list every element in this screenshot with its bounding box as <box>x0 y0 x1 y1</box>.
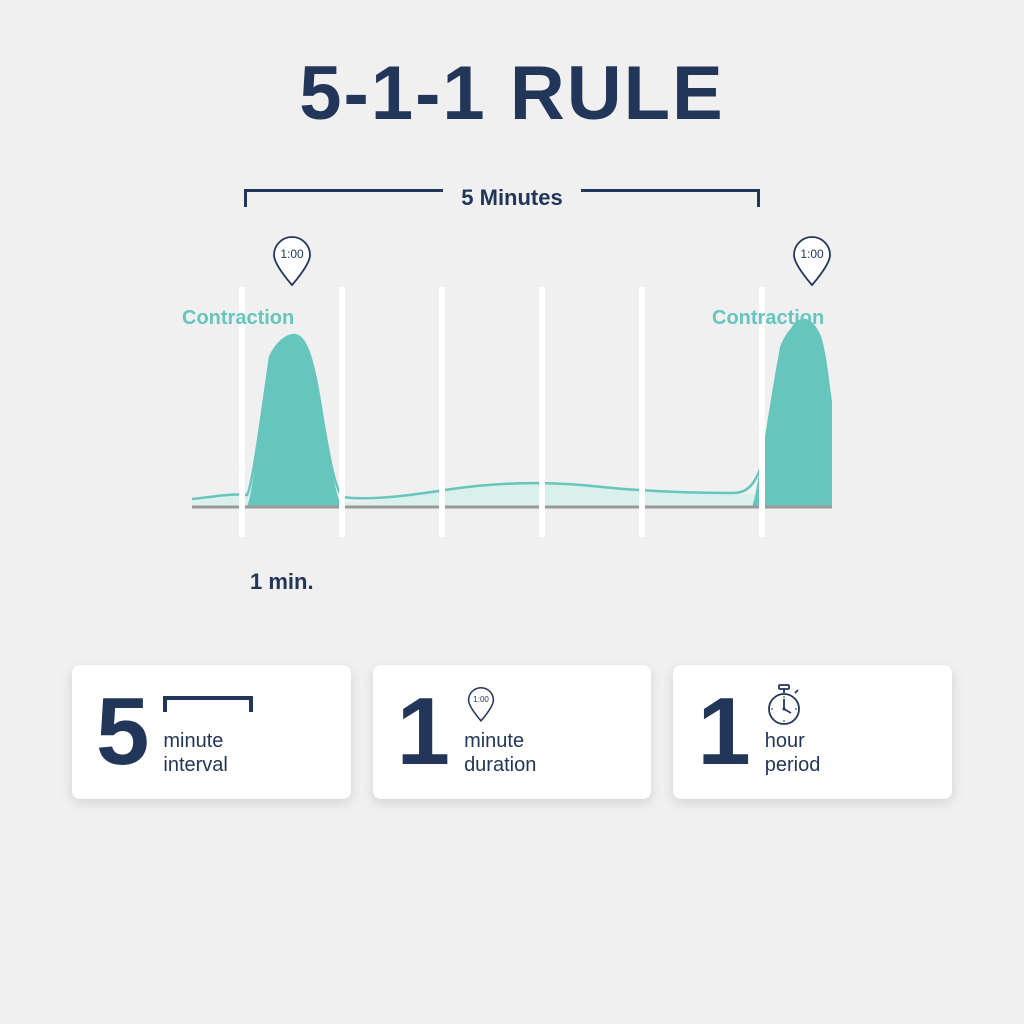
card-text-line2: interval <box>163 754 227 776</box>
duration-pin-icon: 1:00 <box>268 233 316 291</box>
pin-icon: 1:00 <box>464 687 498 723</box>
card-interval: 5 minute interval <box>72 665 351 799</box>
duration-pin-icon: 1:00 <box>788 233 836 291</box>
bracket-tick-right <box>757 189 760 207</box>
bracket-icon <box>163 687 253 723</box>
chart-area: 1:00 1:00 Contraction Contraction <box>192 227 832 557</box>
pin-time-label: 1:00 <box>788 247 836 261</box>
card-period: 1 hour period <box>673 665 952 799</box>
bracket-tick-left <box>244 189 247 207</box>
duration-label: 1 min. <box>250 569 832 595</box>
pin-time-label: 1:00 <box>268 247 316 261</box>
card-text-line1: minute <box>464 730 524 752</box>
card-text-line2: period <box>765 754 821 776</box>
card-number: 5 <box>96 691 149 773</box>
stopwatch-icon <box>765 687 803 723</box>
card-text-line1: hour <box>765 730 805 752</box>
bracket-label: 5 Minutes <box>443 185 580 211</box>
card-text-line1: minute <box>163 730 223 752</box>
summary-cards: 5 minute interval 1 1:00 minute <box>72 665 952 799</box>
card-number: 1 <box>397 691 450 773</box>
card-duration: 1 1:00 minute duration <box>373 665 652 799</box>
page-title: 5-1-1 RULE <box>299 50 724 137</box>
pin-icon-text: 1:00 <box>464 695 498 704</box>
contraction-chart: 5 Minutes 1:00 1:00 Contraction Contract… <box>192 177 832 595</box>
card-text: minute duration <box>464 729 536 777</box>
card-text-line2: duration <box>464 754 536 776</box>
card-text: minute interval <box>163 729 227 777</box>
card-number: 1 <box>697 691 750 773</box>
card-text: hour period <box>765 729 821 777</box>
contraction-label: Contraction <box>182 307 294 330</box>
interval-bracket: 5 Minutes <box>192 177 832 227</box>
contraction-label: Contraction <box>712 307 824 330</box>
